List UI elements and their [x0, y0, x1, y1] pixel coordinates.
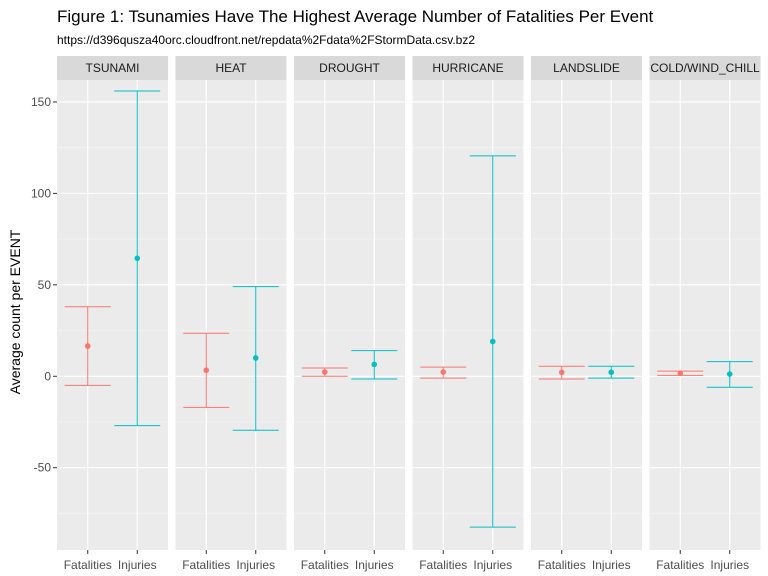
panel-background: [412, 80, 524, 550]
mean-point: [440, 369, 447, 375]
panel-background: [57, 80, 168, 550]
mean-point: [558, 369, 565, 376]
panel-background: [649, 80, 761, 550]
x-tick-label: Fatalities: [656, 558, 704, 572]
mean-point: [726, 371, 733, 377]
mean-point: [608, 369, 615, 376]
x-tick-label: Fatalities: [419, 558, 467, 572]
panel-background: [531, 80, 642, 550]
facet-strip: [412, 56, 524, 80]
panel-background: [294, 80, 405, 550]
facet-strip-label: TSUNAMI: [86, 61, 140, 75]
facet-strip: [175, 56, 287, 80]
mean-point: [371, 361, 378, 368]
facet-strip-label: COLD/WIND_CHILL: [650, 61, 760, 75]
mean-point: [134, 255, 141, 262]
mean-point: [321, 369, 328, 375]
y-tick-label: 0: [44, 369, 51, 383]
x-tick-label: Injuries: [473, 558, 512, 572]
facet-strip: [649, 56, 761, 80]
chart-title: Figure 1: Tsunamies Have The Highest Ave…: [57, 7, 654, 26]
x-tick-label: Injuries: [710, 558, 749, 572]
x-tick-label: Injuries: [355, 558, 394, 572]
mean-point: [84, 343, 91, 349]
x-tick-label: Injuries: [118, 558, 157, 572]
facet-strip: [531, 56, 642, 80]
x-tick-label: Fatalities: [538, 558, 586, 572]
facet-strip-label: DROUGHT: [319, 61, 380, 75]
mean-point: [203, 367, 210, 374]
x-tick-label: Fatalities: [64, 558, 112, 572]
y-axis-label: Average count per EVENT: [7, 229, 23, 394]
chart-subtitle: https://d396qusza40orc.cloudfront.net/re…: [57, 33, 476, 47]
mean-point: [677, 370, 684, 377]
facet-strip-label: HEAT: [215, 61, 247, 75]
y-tick-label: 100: [31, 186, 51, 200]
y-tick-label: -50: [34, 461, 52, 475]
facet-strip: [57, 56, 168, 80]
y-tick-label: 150: [31, 95, 51, 109]
facet-strip-label: HURRICANE: [432, 61, 503, 75]
panel-background: [175, 80, 287, 550]
x-tick-label: Injuries: [236, 558, 275, 572]
mean-point: [489, 338, 496, 345]
mean-point: [252, 355, 259, 361]
y-tick-label: 50: [38, 278, 52, 292]
x-tick-label: Injuries: [592, 558, 631, 572]
x-tick-label: Fatalities: [301, 558, 349, 572]
facet-strip-label: LANDSLIDE: [553, 61, 620, 75]
x-tick-label: Fatalities: [182, 558, 230, 572]
facet-strip: [294, 56, 405, 80]
